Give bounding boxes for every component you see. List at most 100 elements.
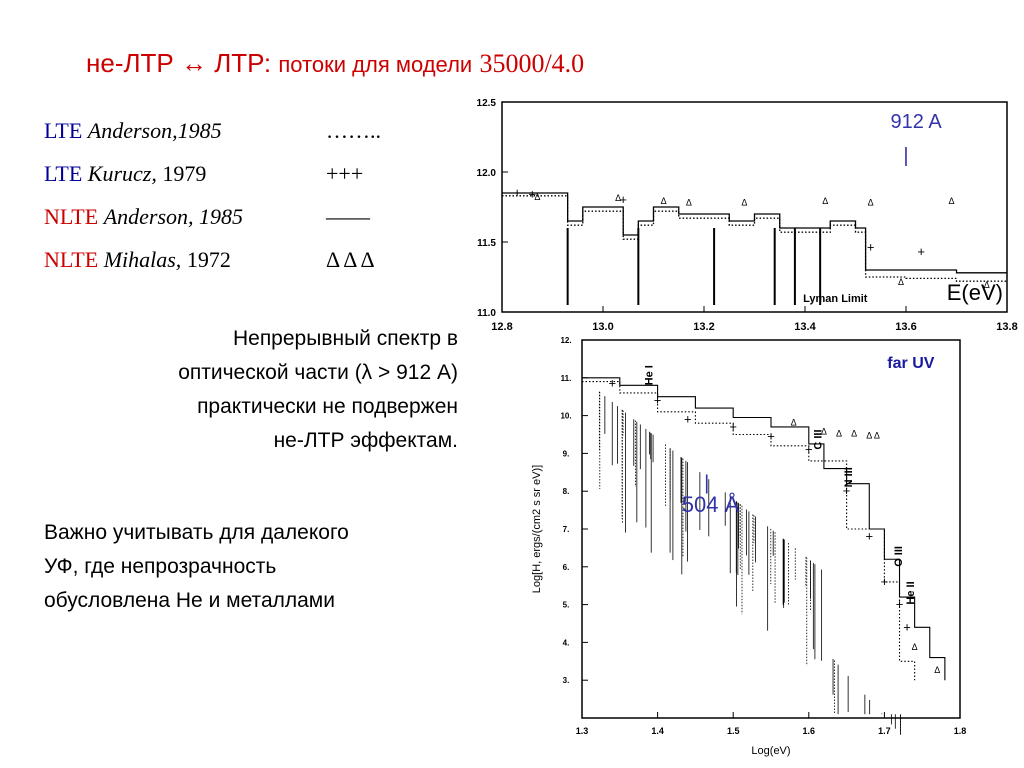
triangle-marker: Δ (868, 197, 874, 207)
annotation-912: 912 A (891, 111, 943, 133)
plus-marker: + (805, 442, 813, 457)
y-tick-label: 12.5 (477, 98, 497, 109)
legend-kind: LTE (44, 161, 83, 186)
x-axis-label: E(eV) (947, 280, 1003, 305)
y-tick-label: 6. (563, 563, 570, 572)
x-tick-label: 1.4 (651, 726, 664, 736)
slide-title: не-ЛТР ↔ ЛТР: потоки для модели 35000/4.… (86, 48, 584, 79)
y-tick-label: 9. (563, 449, 570, 458)
solid-series-line (582, 377, 946, 681)
he-ii-label: He II (905, 581, 917, 604)
paragraph-line: оптической части (λ > 912 А) (178, 361, 458, 384)
y-tick-label: 11.0 (477, 308, 496, 319)
y-tick-label: 3. (563, 676, 570, 685)
plus-marker: + (843, 483, 851, 498)
x-tick-label: 1.6 (803, 726, 816, 736)
x-tick-label: 1.7 (878, 726, 891, 736)
solid-series-line (502, 192, 1007, 274)
plus-marker: + (654, 392, 662, 407)
far-uv-chart: 1.3 1.4 1.5 1.6 1.7 1.8 3. 4. 5. 6. 7. 8. 9. 10. 11. 12… (531, 336, 966, 757)
paragraph-line: не-ЛТР эффектам. (273, 429, 458, 452)
o-iii-label: O III (893, 546, 905, 567)
annotation-tick-mark: | (903, 145, 908, 167)
triangle-marker: Δ (851, 429, 857, 439)
c-iii-label: C III (813, 429, 825, 449)
triangle-marker: Δ (534, 192, 540, 202)
paragraph-line: обусловлена Не и металлами (44, 589, 335, 612)
triangle-marker: Δ (934, 665, 940, 675)
triangle-marker: Δ (822, 196, 828, 206)
triangle-marker: Δ (686, 197, 692, 207)
y-tick-label: 12. (560, 336, 571, 345)
legend-year: 1972 (186, 247, 231, 272)
y-tick-label: 12.0 (477, 168, 497, 179)
legend-year: 1979 (162, 161, 207, 186)
y-tick-label: 11. (561, 374, 572, 383)
legend-kind: NLTE (44, 204, 99, 229)
legend: LTE Anderson,1985 …….. LTE Kurucz, 1979 … (44, 118, 381, 290)
x-tick-label: 13.4 (794, 321, 816, 333)
x-tick-label: 13.8 (996, 321, 1017, 333)
triangle-marker: Δ (948, 196, 954, 206)
legend-row-lte-anderson: LTE Anderson,1985 …….. (44, 118, 381, 161)
plus-marker: + (881, 574, 889, 589)
plus-marker: + (767, 428, 775, 443)
triangle-marker: Δ (866, 431, 872, 441)
x-tick-label: 13.6 (895, 321, 916, 333)
paragraph-continuum: Непрерывный спектр в оптической части (λ… (28, 322, 458, 458)
plus-marker: + (865, 529, 873, 544)
x-axis-label: Log(eV) (751, 745, 790, 757)
x-tick-label: 1.5 (727, 726, 740, 736)
legend-ref: Anderson, 1985 (103, 204, 244, 229)
n-iii-label: N III (843, 467, 855, 487)
y-tick-label: 7. (563, 525, 570, 534)
legend-kind: NLTE (44, 247, 99, 272)
y-tick-label: 10. (560, 412, 571, 421)
legend-symbol: —— (326, 204, 370, 229)
triangle-marker: Δ (898, 277, 904, 287)
x-tick-label: 12.8 (491, 321, 512, 333)
annotation-tick-mark: | (704, 472, 709, 494)
annotation-504: 504 Å (682, 492, 740, 517)
he-i-label: He I (643, 365, 655, 385)
triangle-marker: Δ (984, 280, 990, 290)
title-part2: потоки для модели (278, 52, 473, 77)
triangle-marker: Δ (741, 197, 747, 207)
y-tick-label: 8. (563, 487, 570, 496)
legend-ref: Mihalas, (103, 247, 182, 272)
legend-symbol: …….. (326, 118, 381, 143)
paragraph-line: Важно учитывать для далекого (44, 521, 349, 544)
title-part3: 35000/4.0 (479, 49, 585, 78)
legend-row-lte-kurucz: LTE Kurucz, 1979 +++ (44, 161, 363, 204)
plus-marker: + (903, 619, 911, 634)
plus-marker: + (917, 244, 925, 259)
plus-marker: + (684, 411, 692, 426)
legend-row-nlte-mihalas: NLTE Mihalas, 1972 Δ Δ Δ (44, 247, 375, 290)
plus-marker: + (513, 185, 521, 200)
triangle-marker: Δ (836, 429, 842, 439)
legend-row-nlte-anderson: NLTE Anderson, 1985 —— (44, 204, 370, 247)
lyman-chart: 12.8 13.0 13.2 13.4 13.6 13.8 11.0 11.5 12.0 12.5… (477, 98, 1018, 333)
plus-marker: + (729, 419, 737, 434)
x-tick-label: 13.2 (693, 321, 714, 333)
far-uv-label: far UV (887, 355, 934, 372)
legend-ref: Anderson,1985 (87, 118, 222, 143)
legend-kind: LTE (44, 118, 83, 143)
triangle-marker: Δ (912, 642, 918, 652)
paragraph-far-uv: Важно учитывать для далекого УФ, где неп… (44, 516, 474, 618)
title-part1: не-ЛТР ↔ ЛТР: (86, 48, 272, 78)
x-tick-label: 1.3 (576, 726, 589, 736)
dotted-series-line (502, 195, 1007, 282)
x-tick-label: 13.0 (592, 321, 613, 333)
dotted-series-line (582, 381, 916, 681)
y-tick-label: 5. (563, 601, 570, 610)
triangle-marker: Δ (791, 417, 797, 427)
plot-frame (501, 101, 1008, 313)
lyman-limit-label: Lyman Limit (803, 293, 868, 305)
triangle-marker: Δ (874, 431, 880, 441)
paragraph-line: практически не подвержен (197, 395, 458, 418)
y-tick-label: 4. (563, 638, 570, 647)
y-tick-label: 11.5 (477, 238, 496, 249)
plus-marker: + (867, 240, 875, 255)
plus-marker: + (896, 597, 904, 612)
